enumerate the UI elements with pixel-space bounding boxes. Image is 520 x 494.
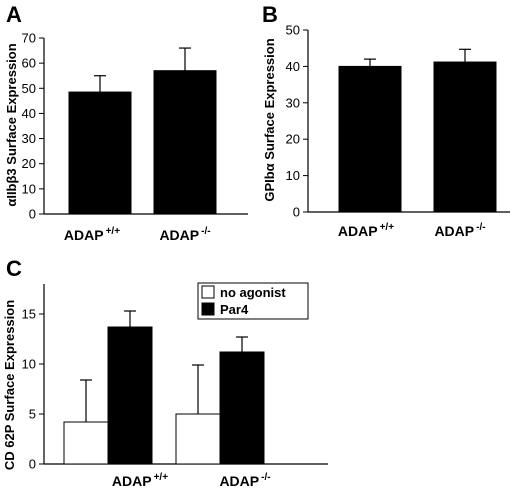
panel-label: A <box>6 2 22 27</box>
y-tick-label: 50 <box>22 81 36 96</box>
panel-label: C <box>6 256 22 281</box>
bar <box>175 413 221 465</box>
y-tick-label: 20 <box>286 132 300 147</box>
panel-label: B <box>262 2 278 27</box>
y-tick-label: 10 <box>286 168 300 183</box>
y-tick-label: 60 <box>22 56 36 71</box>
chart-panel-B: B 0 10 20 30 40 50 GPIbα Surface Expression ADAP… <box>262 2 510 239</box>
x-tick-label: ADAP +/+ <box>64 226 120 243</box>
bar <box>338 65 402 213</box>
bar <box>68 91 132 215</box>
bar <box>219 351 265 465</box>
legend-swatch <box>201 302 215 316</box>
chart-panel-C: C 0 5 10 15 CD 62P Surface Expression ADAP +/+ A… <box>2 256 328 489</box>
legend-swatch <box>201 285 215 299</box>
x-tick-label: ADAP +/+ <box>338 222 394 239</box>
y-tick-label: 0 <box>293 205 300 220</box>
legend-label: Par4 <box>220 302 249 317</box>
y-tick-label: 40 <box>22 106 36 121</box>
legend: no agonist Par4 <box>197 282 309 320</box>
y-tick-label: 20 <box>22 156 36 171</box>
x-tick-label: ADAP -/- <box>159 226 210 243</box>
y-tick-label: 15 <box>22 307 36 322</box>
y-tick-label: 10 <box>22 181 36 196</box>
y-tick-label: 10 <box>22 357 36 372</box>
y-tick-label: 70 <box>22 31 36 46</box>
y-tick-label: 50 <box>286 23 300 38</box>
bar <box>433 61 497 213</box>
bar <box>63 421 109 465</box>
y-axis-label: GPIbα Surface Expression <box>262 38 277 201</box>
legend-label: no agonist <box>220 285 286 300</box>
x-tick-label: ADAP -/- <box>219 472 270 489</box>
y-axis-label: CD 62P Surface Expression <box>2 300 17 470</box>
x-tick-label: ADAP -/- <box>434 222 485 239</box>
y-tick-label: 30 <box>286 95 300 110</box>
bar <box>107 326 153 465</box>
bar <box>153 70 217 215</box>
legend-box <box>197 282 309 320</box>
y-axis-label: αIIbβ3 Surface Expression <box>4 43 19 206</box>
y-tick-label: 5 <box>29 407 36 422</box>
y-tick-label: 40 <box>286 59 300 74</box>
y-tick-label: 0 <box>29 207 36 222</box>
x-tick-label: ADAP +/+ <box>112 472 168 489</box>
y-tick-label: 0 <box>29 457 36 472</box>
y-tick-label: 30 <box>22 131 36 146</box>
